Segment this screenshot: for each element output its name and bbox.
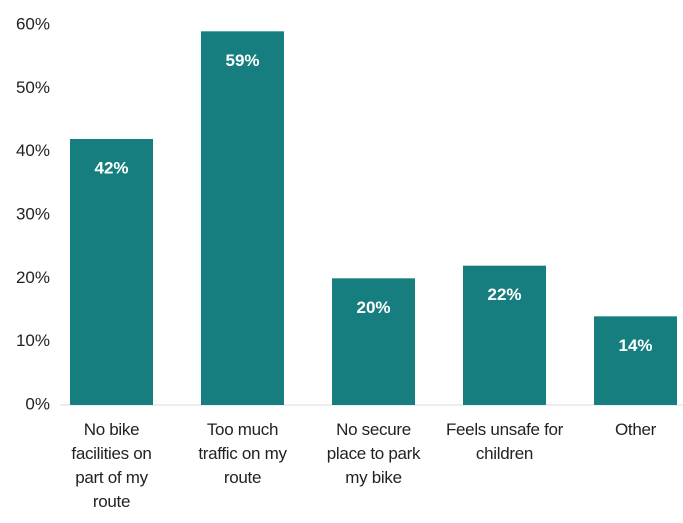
value-label: 20% — [356, 298, 390, 317]
x-tick-label: Other — [614, 420, 657, 439]
y-tick-label: 30% — [16, 204, 50, 223]
x-tick-label: Too much traffic on my route — [198, 420, 287, 487]
y-tick-label: 20% — [16, 268, 50, 287]
value-label: 42% — [94, 158, 128, 177]
bar — [463, 265, 546, 405]
bar — [201, 31, 284, 405]
x-tick-label: No secure place to park my bike — [326, 420, 421, 487]
bar — [332, 278, 415, 405]
bar — [70, 139, 153, 405]
x-tick-label: Feels unsafe for children — [445, 420, 564, 463]
y-tick-label: 60% — [16, 14, 50, 33]
x-tick-label: No bike facilities on part of my route — [71, 420, 152, 511]
value-label: 59% — [225, 51, 259, 70]
value-label: 14% — [618, 336, 652, 355]
y-tick-label: 10% — [16, 331, 50, 350]
value-label: 22% — [487, 285, 521, 304]
y-tick-label: 50% — [16, 78, 50, 97]
y-tick-label: 0% — [25, 394, 50, 413]
bar — [594, 316, 677, 405]
y-tick-label: 40% — [16, 141, 50, 160]
